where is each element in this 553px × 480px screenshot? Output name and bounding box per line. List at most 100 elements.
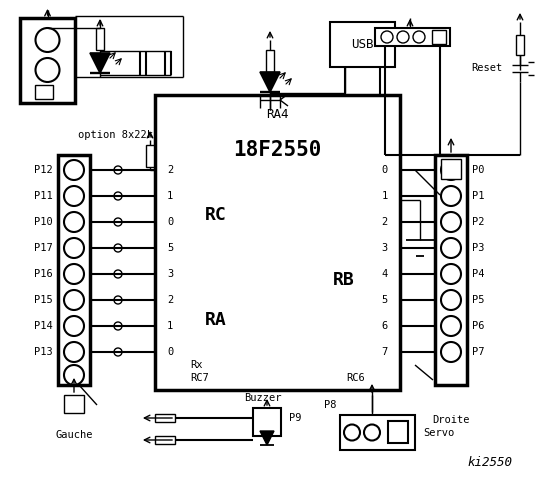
Circle shape bbox=[441, 290, 461, 310]
Circle shape bbox=[114, 296, 122, 304]
Circle shape bbox=[441, 342, 461, 362]
Text: 0: 0 bbox=[167, 347, 173, 357]
Circle shape bbox=[441, 316, 461, 336]
Polygon shape bbox=[90, 53, 110, 73]
Circle shape bbox=[344, 424, 360, 441]
Circle shape bbox=[441, 264, 461, 284]
Text: P12: P12 bbox=[34, 165, 53, 175]
Text: 7: 7 bbox=[382, 347, 388, 357]
Text: option 8x22k: option 8x22k bbox=[77, 130, 153, 140]
Text: RC6: RC6 bbox=[346, 373, 365, 383]
Text: 3: 3 bbox=[382, 243, 388, 253]
Circle shape bbox=[64, 212, 84, 232]
Bar bbox=[155, 414, 175, 422]
Circle shape bbox=[397, 31, 409, 43]
Text: P13: P13 bbox=[34, 347, 53, 357]
Text: Reset: Reset bbox=[471, 63, 502, 73]
Text: 0: 0 bbox=[167, 217, 173, 227]
Bar bbox=[441, 159, 461, 179]
Bar bbox=[58, 155, 90, 385]
Bar bbox=[340, 415, 415, 450]
Text: 1: 1 bbox=[167, 321, 173, 331]
Text: RC7: RC7 bbox=[190, 373, 208, 383]
Text: USB: USB bbox=[351, 38, 374, 51]
Circle shape bbox=[64, 160, 84, 180]
Text: P3: P3 bbox=[472, 243, 484, 253]
Circle shape bbox=[64, 316, 84, 336]
Text: 2: 2 bbox=[167, 165, 173, 175]
Circle shape bbox=[35, 58, 60, 82]
Circle shape bbox=[441, 238, 461, 258]
Text: P17: P17 bbox=[34, 243, 53, 253]
Text: P0: P0 bbox=[472, 165, 484, 175]
Bar bbox=[516, 35, 524, 55]
Circle shape bbox=[114, 166, 122, 174]
Circle shape bbox=[64, 186, 84, 206]
Circle shape bbox=[114, 218, 122, 226]
Polygon shape bbox=[260, 72, 280, 92]
Text: 6: 6 bbox=[382, 321, 388, 331]
Text: 3: 3 bbox=[167, 269, 173, 279]
Text: P14: P14 bbox=[34, 321, 53, 331]
Circle shape bbox=[413, 31, 425, 43]
Text: 2: 2 bbox=[167, 295, 173, 305]
Bar bbox=[266, 50, 274, 72]
Circle shape bbox=[114, 244, 122, 252]
Text: P8: P8 bbox=[324, 400, 336, 410]
Bar bbox=[155, 95, 400, 390]
Text: P2: P2 bbox=[472, 217, 484, 227]
Circle shape bbox=[114, 322, 122, 330]
Text: Droite: Droite bbox=[432, 415, 469, 425]
Text: RA: RA bbox=[205, 311, 227, 329]
Text: Gauche: Gauche bbox=[55, 430, 93, 440]
Bar bbox=[64, 395, 84, 413]
Bar bbox=[253, 408, 281, 436]
Bar bbox=[20, 18, 75, 103]
Text: RC: RC bbox=[205, 206, 227, 224]
Text: P7: P7 bbox=[472, 347, 484, 357]
Circle shape bbox=[64, 290, 84, 310]
Circle shape bbox=[381, 31, 393, 43]
Bar bbox=[388, 421, 408, 443]
Text: P9: P9 bbox=[289, 413, 301, 423]
Text: RA4: RA4 bbox=[266, 108, 289, 121]
Circle shape bbox=[64, 264, 84, 284]
Text: 5: 5 bbox=[382, 295, 388, 305]
Circle shape bbox=[364, 424, 380, 441]
Bar bbox=[146, 145, 154, 167]
Text: Buzzer: Buzzer bbox=[244, 393, 281, 403]
Text: 0: 0 bbox=[382, 165, 388, 175]
Text: P11: P11 bbox=[34, 191, 53, 201]
Bar bbox=[155, 436, 175, 444]
Text: P15: P15 bbox=[34, 295, 53, 305]
Circle shape bbox=[114, 270, 122, 278]
Text: 1: 1 bbox=[382, 191, 388, 201]
Circle shape bbox=[64, 365, 84, 385]
Text: 1: 1 bbox=[167, 191, 173, 201]
Text: RB: RB bbox=[333, 271, 355, 289]
Circle shape bbox=[441, 186, 461, 206]
Text: 18F2550: 18F2550 bbox=[233, 140, 322, 160]
Circle shape bbox=[114, 192, 122, 200]
Text: 2: 2 bbox=[382, 217, 388, 227]
Text: P4: P4 bbox=[472, 269, 484, 279]
Text: 5: 5 bbox=[167, 243, 173, 253]
Text: Servo: Servo bbox=[423, 428, 454, 437]
Text: ki2550: ki2550 bbox=[467, 456, 513, 468]
Circle shape bbox=[64, 342, 84, 362]
Text: P1: P1 bbox=[472, 191, 484, 201]
Bar bbox=[375, 28, 450, 46]
Text: P5: P5 bbox=[472, 295, 484, 305]
Text: 4: 4 bbox=[382, 269, 388, 279]
Bar bbox=[96, 28, 104, 50]
Text: P10: P10 bbox=[34, 217, 53, 227]
Text: P16: P16 bbox=[34, 269, 53, 279]
Circle shape bbox=[35, 28, 60, 52]
Polygon shape bbox=[260, 431, 274, 445]
Circle shape bbox=[441, 160, 461, 180]
Circle shape bbox=[114, 348, 122, 356]
Bar bbox=[35, 85, 53, 99]
Circle shape bbox=[441, 212, 461, 232]
Bar bbox=[432, 30, 446, 44]
Bar bbox=[435, 155, 467, 385]
